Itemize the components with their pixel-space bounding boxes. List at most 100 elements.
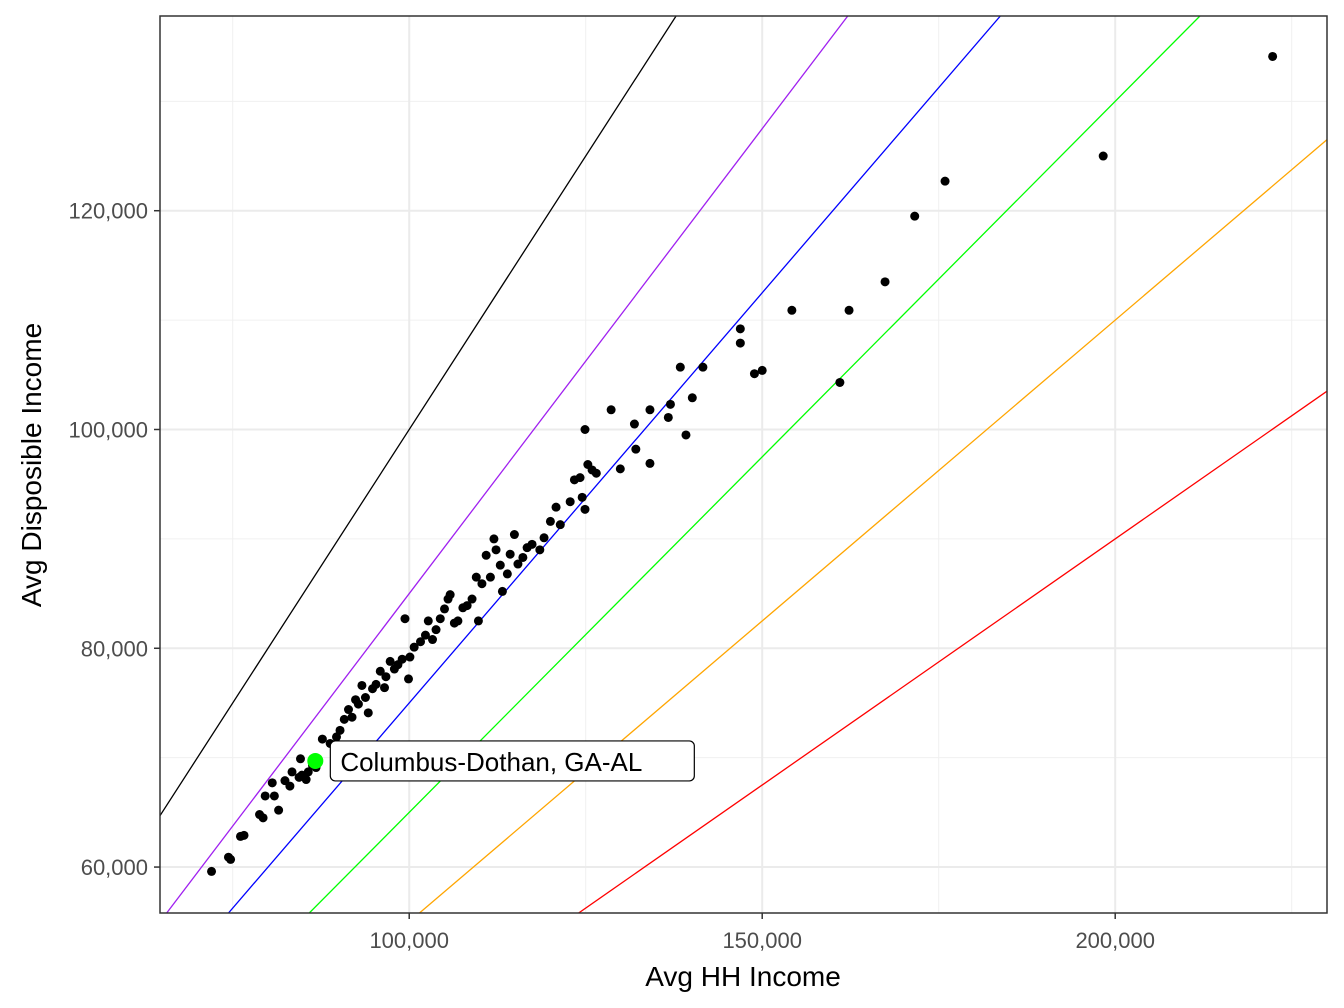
data-point [631, 444, 641, 454]
data-point [698, 362, 708, 372]
data-point [301, 775, 311, 785]
data-point [577, 492, 587, 502]
data-point [303, 767, 313, 777]
data-point [375, 666, 385, 676]
data-point [502, 569, 512, 579]
point-label: Columbus-Dothan, GA-AL [340, 747, 642, 777]
data-point [735, 338, 745, 348]
data-point [207, 866, 217, 876]
data-point [485, 572, 495, 582]
y-tick-label: 120,000 [68, 199, 148, 224]
data-point [404, 674, 414, 684]
data-point [347, 712, 357, 722]
data-point [471, 572, 481, 582]
data-point [445, 590, 455, 600]
data-point [645, 458, 655, 468]
data-point [371, 679, 381, 689]
data-point [527, 539, 537, 549]
data-point [505, 549, 515, 559]
data-point [580, 504, 590, 514]
data-point [258, 813, 268, 823]
data-point [440, 604, 450, 614]
data-point [477, 579, 487, 589]
data-point [287, 767, 297, 777]
data-point [473, 616, 483, 626]
data-point [481, 550, 491, 560]
data-point [615, 464, 625, 474]
data-point [431, 625, 441, 635]
data-point [274, 805, 284, 815]
data-point [645, 405, 655, 415]
data-point [787, 305, 797, 315]
data-point [363, 708, 373, 718]
data-point [606, 405, 616, 415]
data-point [629, 419, 639, 429]
data-point [360, 693, 370, 703]
data-point [495, 560, 505, 570]
data-point [491, 545, 501, 555]
data-point [513, 559, 523, 569]
data-point [353, 699, 363, 709]
reference-line [419, 139, 1327, 913]
data-point [1268, 51, 1278, 61]
data-point [687, 393, 697, 403]
data-point [663, 412, 673, 422]
data-point [317, 734, 327, 744]
data-point [397, 654, 407, 664]
data-point [267, 778, 277, 788]
data-point [880, 277, 890, 287]
data-point [295, 754, 305, 764]
data-point [518, 552, 528, 562]
data-point [489, 534, 499, 544]
reference-line [578, 390, 1327, 913]
data-point [428, 635, 438, 645]
y-tick-label: 80,000 [81, 636, 148, 661]
data-point [735, 324, 745, 334]
x-tick-label: 150,000 [722, 928, 802, 953]
plot-border [159, 15, 1328, 914]
data-point [343, 705, 353, 715]
data-point [509, 530, 519, 540]
data-point [260, 791, 270, 801]
y-tick-label: 100,000 [68, 417, 148, 442]
data-point [380, 683, 390, 693]
data-point [545, 516, 555, 526]
data-point [681, 430, 691, 440]
data-point [844, 305, 854, 315]
x-tick-label: 200,000 [1075, 928, 1155, 953]
data-point [405, 652, 415, 662]
data-point [357, 680, 367, 690]
data-point [269, 791, 279, 801]
data-point [575, 473, 585, 483]
data-point [565, 497, 575, 507]
data-point [462, 601, 472, 611]
data-point [835, 377, 845, 387]
x-axis-label: Avg HH Income [645, 961, 841, 992]
data-point [435, 614, 445, 624]
x-tick-label: 100,000 [369, 928, 449, 953]
reference-line [160, 16, 677, 816]
data-point [385, 656, 395, 666]
reference-line [166, 16, 849, 913]
data-point [940, 176, 950, 186]
data-point [285, 781, 295, 791]
data-point [580, 424, 590, 434]
data-point [591, 468, 601, 478]
data-point [757, 365, 767, 375]
data-point [400, 614, 410, 624]
data-point [1098, 151, 1108, 161]
data-point [555, 520, 565, 530]
data-point [453, 616, 463, 626]
data-point [381, 672, 391, 682]
data-point [535, 545, 545, 555]
y-axis-label: Avg Disposible Income [16, 323, 47, 607]
data-point [335, 725, 345, 735]
data-point [749, 369, 759, 379]
data-point [910, 211, 920, 221]
data-point [420, 630, 430, 640]
data-point [665, 399, 675, 409]
data-point [539, 533, 549, 543]
data-point [551, 502, 561, 512]
